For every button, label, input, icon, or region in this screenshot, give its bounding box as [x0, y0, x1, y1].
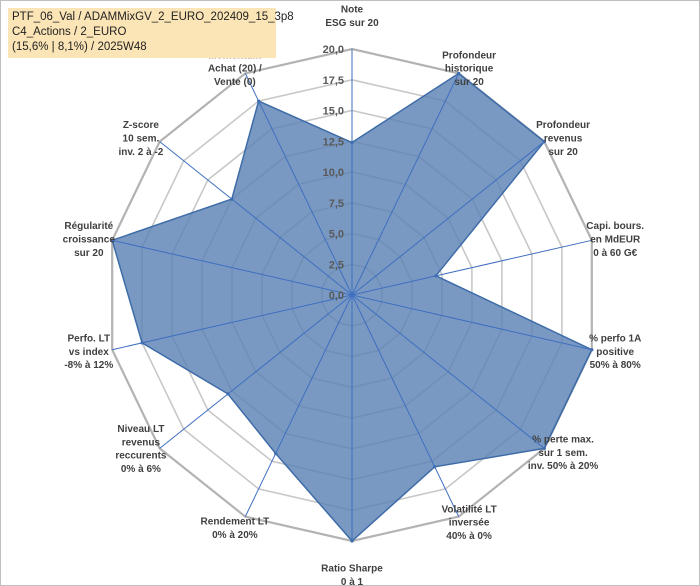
axis-label-line: Volatilité LT [442, 504, 497, 515]
axis-label-z-score: Z-score 10 sem. inv. 2 à -2 [118, 120, 163, 158]
axis-spoke [351, 294, 460, 517]
portfolio-info-box: PTF_06_Val / ADAMMixGV_2_EURO_202409_15_… [8, 8, 294, 58]
axis-label-line: 0% à 20% [212, 530, 258, 541]
axis-label-profondeur-historique: Profondeur historique sur 20 [442, 50, 496, 88]
tick-label: 5,0 [329, 229, 344, 241]
axis-label-line: revenus [122, 437, 161, 448]
axis-label-perte-max: % perte max. sur 1 sem. inv. 50% à 20% [528, 434, 599, 472]
tick-label: 20,0 [323, 44, 344, 56]
tick-label: 15,0 [323, 106, 344, 118]
axis-label-regularite-croissance: Régularité croissance sur 20 [63, 221, 116, 259]
tick-label: 7,5 [329, 198, 344, 210]
asset-class: C4_Actions / 2_EURO [12, 26, 127, 38]
axis-label-niveau-lt-revenus: Niveau LT revenus reccurents 0% à 6% [115, 424, 167, 475]
axis-label-line: inv. 50% à 20% [528, 461, 599, 472]
axis-spoke [351, 73, 460, 296]
axis-label-line: historique [445, 64, 494, 75]
axis-label-perfo-lt-index: Perfo. LT vs index -8% à 12% [64, 333, 113, 371]
axis-label-line: 0 à 60 G€ [593, 248, 637, 259]
axis-label-line: Vente (0) [214, 77, 256, 88]
axis-label-perfo-1a: % perfo 1A positive 50% à 80% [589, 333, 641, 371]
axis-label-line: 50% à 80% [590, 360, 641, 371]
axis-label-line: 0% à 6% [121, 464, 161, 475]
axis-label-line: 0 à 1 [341, 577, 364, 586]
axis-label-line: sur 20 [548, 147, 578, 158]
axis-spoke [351, 141, 545, 296]
axis-spoke [244, 73, 353, 296]
axis-spoke [159, 294, 353, 449]
axis-label-line: 40% à 0% [446, 531, 492, 542]
axis-label-line: sur 20 [74, 248, 104, 259]
axis-label-line: Achat (20) / [208, 64, 262, 75]
axis-label-line: Perfo. LT [68, 333, 111, 344]
axis-label-line: % perte max. [532, 434, 594, 445]
tick-label: 2,5 [329, 259, 344, 271]
axis-label-line: en MdEUR [590, 235, 641, 246]
radar-spokes [112, 49, 592, 541]
axis-spoke [351, 239, 592, 296]
axis-label-line: revenus [544, 134, 583, 145]
axis-label-line: Rendement LT [201, 516, 270, 527]
axis-label-line: Z-score [123, 120, 160, 131]
axis-spoke [244, 294, 353, 517]
axis-label-line: 10 sem. [123, 134, 160, 145]
data-point [590, 348, 594, 352]
axis-label-note-esg: Note ESG sur 20 [325, 5, 379, 29]
portfolio-name: PTF_06_Val / ADAMMixGV_2_EURO_202409_15_… [12, 11, 294, 23]
axis-spoke [351, 294, 545, 449]
axis-label-line: Profondeur [536, 120, 590, 131]
axis-label-capi-bours: Capi. bours. en MdEUR 0 à 60 G€ [586, 221, 644, 259]
axis-label-line: Note [341, 5, 364, 16]
axis-label-line: inversée [449, 518, 490, 529]
axis-label-line: Niveau LT [117, 424, 164, 435]
axis-label-line: vs index [69, 347, 109, 358]
axis-label-line: sur 1 sem. [538, 448, 588, 459]
radial-tick-labels: 0,0 2,5 5,0 7,5 10,0 12,5 15,0 17,5 20,0 [323, 44, 344, 302]
data-point [110, 238, 114, 242]
axis-label-line: Capi. bours. [586, 221, 644, 232]
axis-label-line: % perfo 1A [589, 333, 641, 344]
axis-label-line: inv. 2 à -2 [118, 147, 163, 158]
axis-spoke [112, 294, 353, 351]
axis-label-profondeur-revenus: Profondeur revenus sur 20 [536, 120, 590, 158]
performance-summary: (15,6% | 8,1%) / 2025W48 [12, 41, 147, 53]
axis-label-line: Régularité [64, 221, 113, 232]
axis-label-line: croissance [63, 235, 116, 246]
axis-label-line: -8% à 12% [64, 360, 113, 371]
axis-label-rendement-lt: Rendement LT 0% à 20% [201, 516, 270, 540]
tick-label: 17,5 [323, 75, 344, 87]
axis-label-line: ESG sur 20 [325, 18, 379, 29]
axis-label-line: positive [596, 347, 634, 358]
tick-label: 0,0 [329, 290, 344, 302]
axis-spoke [159, 141, 353, 296]
axis-label-line: Profondeur [442, 50, 496, 61]
axis-spoke [112, 239, 353, 296]
axis-spoke [351, 294, 592, 351]
axis-label-volatilite-lt: Volatilité LT inversée 40% à 0% [442, 504, 497, 542]
tick-label: 12,5 [323, 136, 344, 148]
axis-label-line: Ratio Sharpe [321, 563, 383, 574]
tick-label: 10,0 [323, 167, 344, 179]
axis-label-line: sur 20 [454, 77, 484, 88]
axis-label-ratio-sharpe: Ratio Sharpe 0 à 1 [321, 563, 383, 586]
axis-label-line: reccurents [115, 451, 167, 462]
